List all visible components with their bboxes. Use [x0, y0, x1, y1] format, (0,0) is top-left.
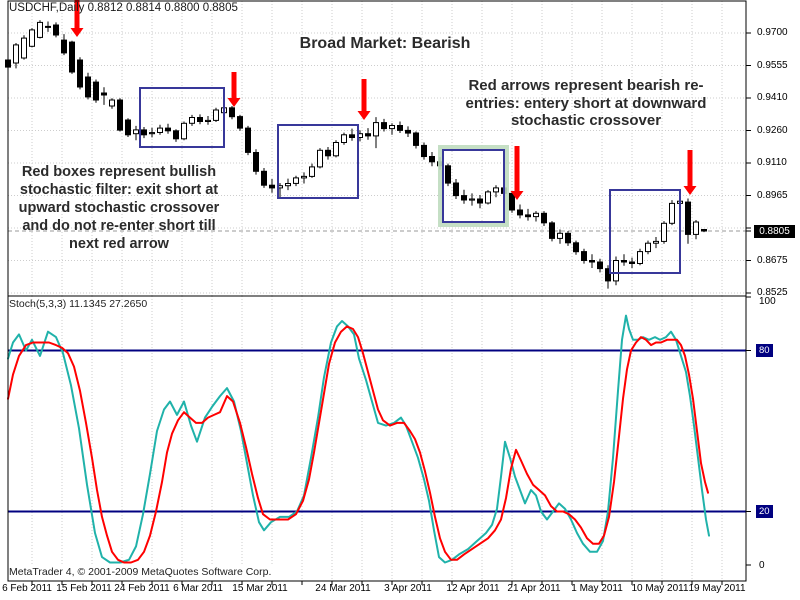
- date-axis-label: 6 Feb 2011: [2, 583, 52, 594]
- broad-market-annotation: Broad Market: Bearish: [299, 35, 471, 52]
- stoch-level-badge: 20: [756, 505, 773, 518]
- copyright-text: MetaTrader 4, © 2001-2009 MetaQuotes Sof…: [9, 566, 274, 579]
- date-axis-label: 10 May 2011: [631, 583, 689, 594]
- current-price-badge: 0.8805: [754, 225, 795, 238]
- date-axis-label: 1 May 2011: [571, 583, 623, 594]
- price-axis-label: 0.9260: [757, 124, 788, 136]
- stoch-level-label: 0: [759, 560, 765, 571]
- stochastic-line: [7, 325, 709, 564]
- date-axis-label: 24 Mar 2011: [315, 583, 371, 594]
- stochastic-filter-box[interactable]: [139, 87, 225, 148]
- bearish-entry-arrow[interactable]: [357, 79, 371, 120]
- date-axis-label: 15 Mar 2011: [232, 583, 288, 594]
- stochastic-filter-box[interactable]: [277, 124, 359, 199]
- stochastic-filter-box[interactable]: [442, 149, 505, 223]
- chart-title: USDCHF,Daily 0.8812 0.8814 0.8800 0.8805: [9, 2, 238, 14]
- date-axis-label: 24 Feb 2011: [114, 583, 170, 594]
- date-axis-label: 15 Feb 2011: [56, 583, 112, 594]
- candles: [5, 20, 707, 289]
- stoch-level-label: 100: [759, 296, 776, 307]
- bearish-entry-arrow[interactable]: [510, 146, 524, 200]
- stoch-level-badge: 80: [756, 344, 773, 357]
- red-boxes-annotation: Red boxes represent bullish stochastic f…: [18, 164, 220, 252]
- date-axis-label: 19 May 2011: [688, 583, 746, 594]
- bearish-entry-arrow[interactable]: [227, 72, 241, 107]
- date-axis-label: 6 Mar 2011: [173, 583, 223, 594]
- date-axis-label: 12 Apr 2011: [446, 583, 500, 594]
- price-axis-label: 0.9555: [757, 59, 788, 71]
- price-axis-label: 0.8965: [757, 189, 788, 201]
- stochastic-indicator-label: Stoch(5,3,3) 11.1345 27.2650: [9, 298, 148, 310]
- date-axis-label: 21 Apr 2011: [507, 583, 561, 594]
- price-axis-label: 0.8675: [757, 254, 788, 266]
- bearish-entry-arrow[interactable]: [683, 150, 697, 195]
- price-axis-label: 0.8525: [757, 287, 788, 298]
- stochastic-line: [7, 314, 710, 564]
- price-axis-label: 0.9410: [757, 92, 788, 103]
- price-axis-label: 0.9700: [757, 27, 788, 38]
- stochastic-filter-box[interactable]: [609, 189, 681, 274]
- red-arrows-annotation: Red arrows represent bearish re- entries…: [465, 77, 707, 129]
- highlight-glow: [438, 145, 509, 227]
- bearish-entry-arrow[interactable]: [70, 0, 84, 37]
- price-axis-label: 0.9110: [757, 157, 787, 168]
- date-axis-label: 3 Apr 2011: [384, 583, 432, 594]
